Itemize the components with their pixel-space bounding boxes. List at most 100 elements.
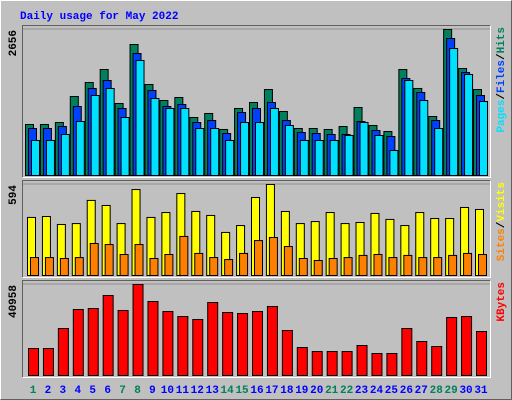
bar (102, 294, 114, 377)
bar (45, 139, 55, 177)
bar (314, 139, 324, 177)
bar (281, 329, 293, 376)
x-tick-label: 13 (206, 385, 220, 397)
bar (239, 252, 249, 276)
bar (42, 347, 54, 376)
bar (476, 330, 487, 376)
bar (416, 340, 428, 376)
bar (207, 301, 219, 377)
bar (237, 312, 249, 376)
legend-separator: / (496, 93, 508, 100)
panel-shadow (22, 25, 491, 178)
x-tick-label: 3 (60, 385, 67, 397)
bar (254, 240, 263, 277)
x-tick-label: 1 (30, 385, 37, 397)
bar (149, 257, 159, 277)
panel-light (22, 280, 491, 378)
bar (389, 149, 399, 177)
bar (147, 300, 159, 376)
bar (162, 310, 174, 377)
x-tick-label: 8 (134, 385, 141, 397)
bar (329, 139, 339, 177)
bar (298, 257, 308, 277)
bar (240, 122, 250, 176)
bar (284, 124, 294, 176)
bar (464, 74, 474, 176)
x-tick-label: 10 (161, 385, 174, 397)
bar (252, 310, 263, 377)
bar (180, 107, 190, 176)
panel-light (22, 180, 491, 278)
bar (28, 347, 39, 376)
legend: Pages/Files/Hits (496, 27, 508, 133)
bar (164, 254, 174, 276)
bar (225, 139, 235, 177)
x-tick-label: 30 (459, 385, 472, 397)
x-tick-label: 21 (325, 385, 339, 397)
bar (89, 242, 99, 276)
bar (359, 122, 369, 176)
bar (192, 318, 204, 377)
bar (448, 254, 458, 276)
x-tick-label: 12 (191, 385, 204, 397)
bar (356, 344, 368, 377)
bar (209, 257, 219, 276)
bar (449, 48, 459, 176)
x-tick-label: 16 (250, 385, 263, 397)
bar (479, 101, 488, 176)
bar (386, 352, 398, 376)
bar (150, 97, 160, 176)
bar (374, 134, 384, 177)
x-tick-label: 28 (430, 385, 444, 397)
bar (165, 107, 175, 176)
legend: KBytes (496, 282, 508, 322)
legend-entry: Sites (496, 228, 508, 261)
bar (224, 259, 234, 277)
bar (311, 351, 323, 376)
bar (283, 246, 293, 277)
bar (60, 133, 70, 177)
legend-entry: Files (496, 60, 508, 93)
panel-shadow (22, 280, 491, 378)
bar (104, 244, 114, 277)
bar (132, 284, 144, 376)
bar (328, 257, 338, 277)
bar (404, 80, 414, 176)
x-tick-label: 17 (265, 385, 278, 397)
bar (179, 235, 189, 276)
legend-entry: Visits (496, 182, 508, 222)
x-tick-label: 20 (310, 385, 323, 397)
bar (44, 257, 54, 276)
bar (57, 327, 69, 377)
bar (373, 254, 383, 276)
bar (59, 257, 69, 277)
x-tick-label: 18 (280, 385, 294, 397)
x-tick-label: 27 (415, 385, 428, 397)
bar (74, 257, 84, 276)
bar (177, 315, 189, 377)
bar (75, 121, 85, 176)
x-tick-label: 22 (340, 385, 353, 397)
bar (326, 351, 338, 376)
x-tick-label: 4 (74, 385, 81, 397)
bar (210, 128, 220, 176)
x-tick-label: 29 (445, 385, 458, 397)
chart-title: Daily usage for May 2022 (20, 11, 178, 23)
legend-separator: / (496, 221, 508, 228)
x-tick-label: 6 (104, 385, 111, 397)
legend: Sites/Visits (496, 182, 508, 261)
bar (418, 257, 428, 276)
x-tick-label: 5 (89, 385, 96, 397)
bar (461, 315, 473, 377)
bar (358, 254, 368, 276)
bar (296, 346, 308, 377)
bar (120, 117, 130, 176)
bar (90, 95, 100, 176)
x-tick-label: 26 (400, 385, 413, 397)
y-tick-label: 40958 (8, 285, 20, 318)
x-tick-label: 15 (235, 385, 249, 397)
y-tick-label: 2656 (8, 30, 20, 56)
bar (433, 257, 443, 276)
